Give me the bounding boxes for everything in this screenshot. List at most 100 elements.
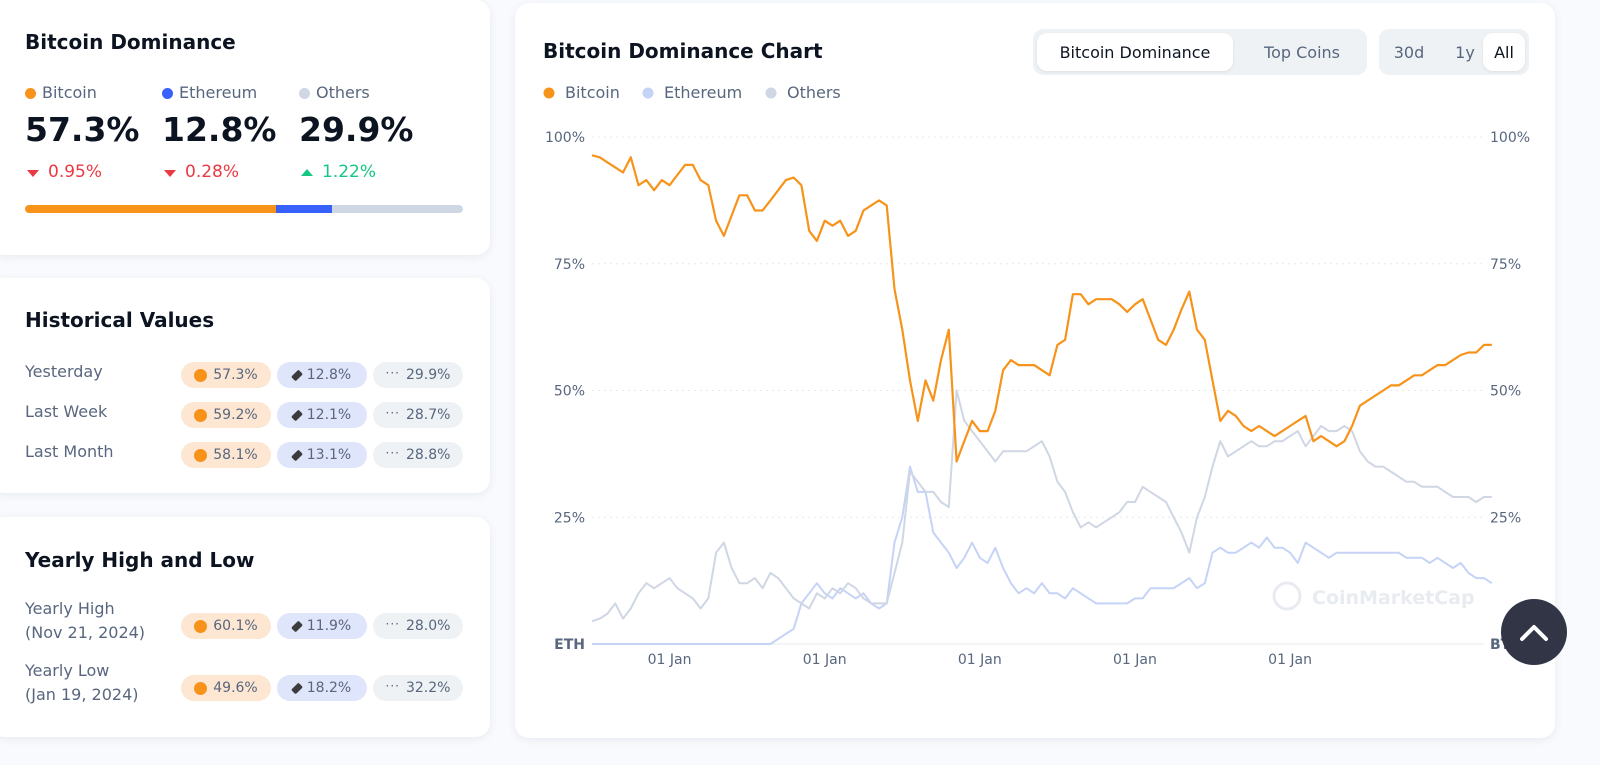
scroll-top-button[interactable] [1501, 599, 1567, 665]
btc-badge: 60.1% [181, 613, 271, 639]
btc-badge: 59.2% [181, 402, 271, 428]
others-value: 28.0% [405, 618, 451, 634]
watermark: CoinMarketCap [1312, 587, 1475, 609]
row-date: (Nov 21, 2024) [25, 623, 146, 642]
eth-value: 12.8% [306, 367, 352, 383]
others-value: 32.2% [405, 680, 451, 696]
dominance-bar-segment [332, 205, 463, 213]
x-tick-label: 01 Jan [1113, 652, 1157, 668]
btc-value: 60.1% [213, 618, 258, 634]
others-badge: ··· 28.7% [373, 402, 463, 428]
eth-value: 13.1% [306, 447, 352, 463]
legend-dot [765, 87, 777, 99]
dominance-value: 29.9% [299, 110, 414, 149]
legend-label: Others [787, 83, 841, 102]
legend-label: Others [316, 83, 370, 102]
card-title: Bitcoin Dominance [25, 30, 236, 54]
series-line [591, 389, 1492, 623]
range-button[interactable]: All [1483, 33, 1525, 71]
more-icon: ··· [385, 445, 400, 460]
more-icon: ··· [385, 616, 400, 631]
row-label: Last Month [25, 442, 114, 461]
btc-value: 49.6% [213, 680, 258, 696]
down-arrow [164, 170, 176, 177]
more-icon: ··· [385, 405, 400, 420]
row-label: Yearly Low [25, 661, 110, 680]
down-arrow [27, 170, 39, 177]
dominance-change: 0.28% [185, 162, 240, 182]
others-value: 28.7% [405, 407, 451, 423]
historical-card: Historical Values Yesterday 57.3% 12.8% ···… [0, 278, 490, 493]
watermark-logo [1272, 581, 1302, 611]
legend-label: Ethereum [179, 83, 258, 102]
eth-badge: 18.2% [277, 675, 367, 701]
range-button[interactable]: 30d [1393, 42, 1425, 62]
others-badge: ··· 29.9% [373, 362, 463, 388]
legend-dot [642, 87, 654, 99]
up-arrow [301, 169, 313, 176]
y2-tick-label: 50% [1490, 384, 1521, 400]
btc-icon [194, 681, 208, 695]
btc-icon [194, 408, 208, 422]
yearly-card: Yearly High and Low Yearly High (Nov 21, … [0, 517, 490, 737]
card-title: Yearly High and Low [25, 548, 255, 572]
more-icon: ··· [385, 678, 400, 693]
row-label: Yesterday [25, 362, 103, 381]
btc-value: 57.3% [213, 367, 258, 383]
dominance-value: 12.8% [162, 110, 277, 149]
eth-value: 18.2% [306, 680, 352, 696]
btc-icon [194, 619, 208, 633]
others-badge: ··· 28.0% [373, 613, 463, 639]
legend-label: Bitcoin [565, 83, 620, 102]
dominance-bar-segment [25, 205, 276, 213]
btc-badge: 58.1% [181, 442, 271, 468]
legend-dot [25, 88, 36, 99]
dominance-card: Bitcoin Dominance Bitcoin 57.3% 0.95% Ether… [0, 0, 490, 255]
dominance-bar-segment [275, 205, 333, 213]
y2-tick-label: 75% [1490, 257, 1521, 273]
y-tick-label: 25% [554, 510, 585, 526]
legend-dot [543, 87, 555, 99]
x-tick-label: 01 Jan [1268, 652, 1312, 668]
eth-badge: 12.1% [277, 402, 367, 428]
btc-badge: 49.6% [181, 675, 271, 701]
btc-value: 59.2% [213, 407, 258, 423]
series-line [591, 154, 1492, 463]
arrow-icon [1520, 625, 1548, 641]
eth-value: 12.1% [306, 407, 352, 423]
row-label: Last Week [25, 402, 108, 421]
y-tick-label: 50% [554, 384, 585, 400]
others-value: 28.8% [405, 447, 451, 463]
dominance-change: 0.95% [48, 162, 103, 182]
dominance-change: 1.22% [322, 162, 377, 182]
x-tick-label: 01 Jan [648, 652, 692, 668]
btc-icon [194, 448, 208, 462]
others-badge: ··· 28.8% [373, 442, 463, 468]
btc-value: 58.1% [213, 447, 258, 463]
legend-label: Bitcoin [42, 83, 97, 102]
range-button[interactable]: 1y [1455, 42, 1475, 62]
legend-dot [162, 88, 173, 99]
card-title: Historical Values [25, 308, 215, 332]
y-tick-label: 100% [545, 130, 585, 146]
dominance-value: 57.3% [25, 110, 140, 149]
x-tick-label: 01 Jan [958, 652, 1002, 668]
row-label: Yearly High [25, 599, 115, 618]
chart-card: Bitcoin Dominance Chart Bitcoin Dominanc… [515, 3, 1555, 738]
tab-button[interactable]: Top Coins [1264, 42, 1340, 62]
left-axis-label: ETH [554, 637, 585, 653]
eth-badge: 12.8% [277, 362, 367, 388]
legend-label: Ethereum [664, 83, 742, 102]
chart-title: Bitcoin Dominance Chart [543, 39, 823, 63]
series-line [592, 465, 1493, 645]
btc-badge: 57.3% [181, 362, 271, 388]
eth-badge: 11.9% [277, 613, 367, 639]
row-date: (Jan 19, 2024) [25, 685, 139, 704]
y2-tick-label: 25% [1490, 510, 1521, 526]
more-icon: ··· [385, 365, 400, 380]
eth-value: 11.9% [306, 618, 352, 634]
y2-tick-label: 100% [1490, 130, 1530, 146]
tab-button[interactable]: Bitcoin Dominance [1037, 33, 1233, 71]
